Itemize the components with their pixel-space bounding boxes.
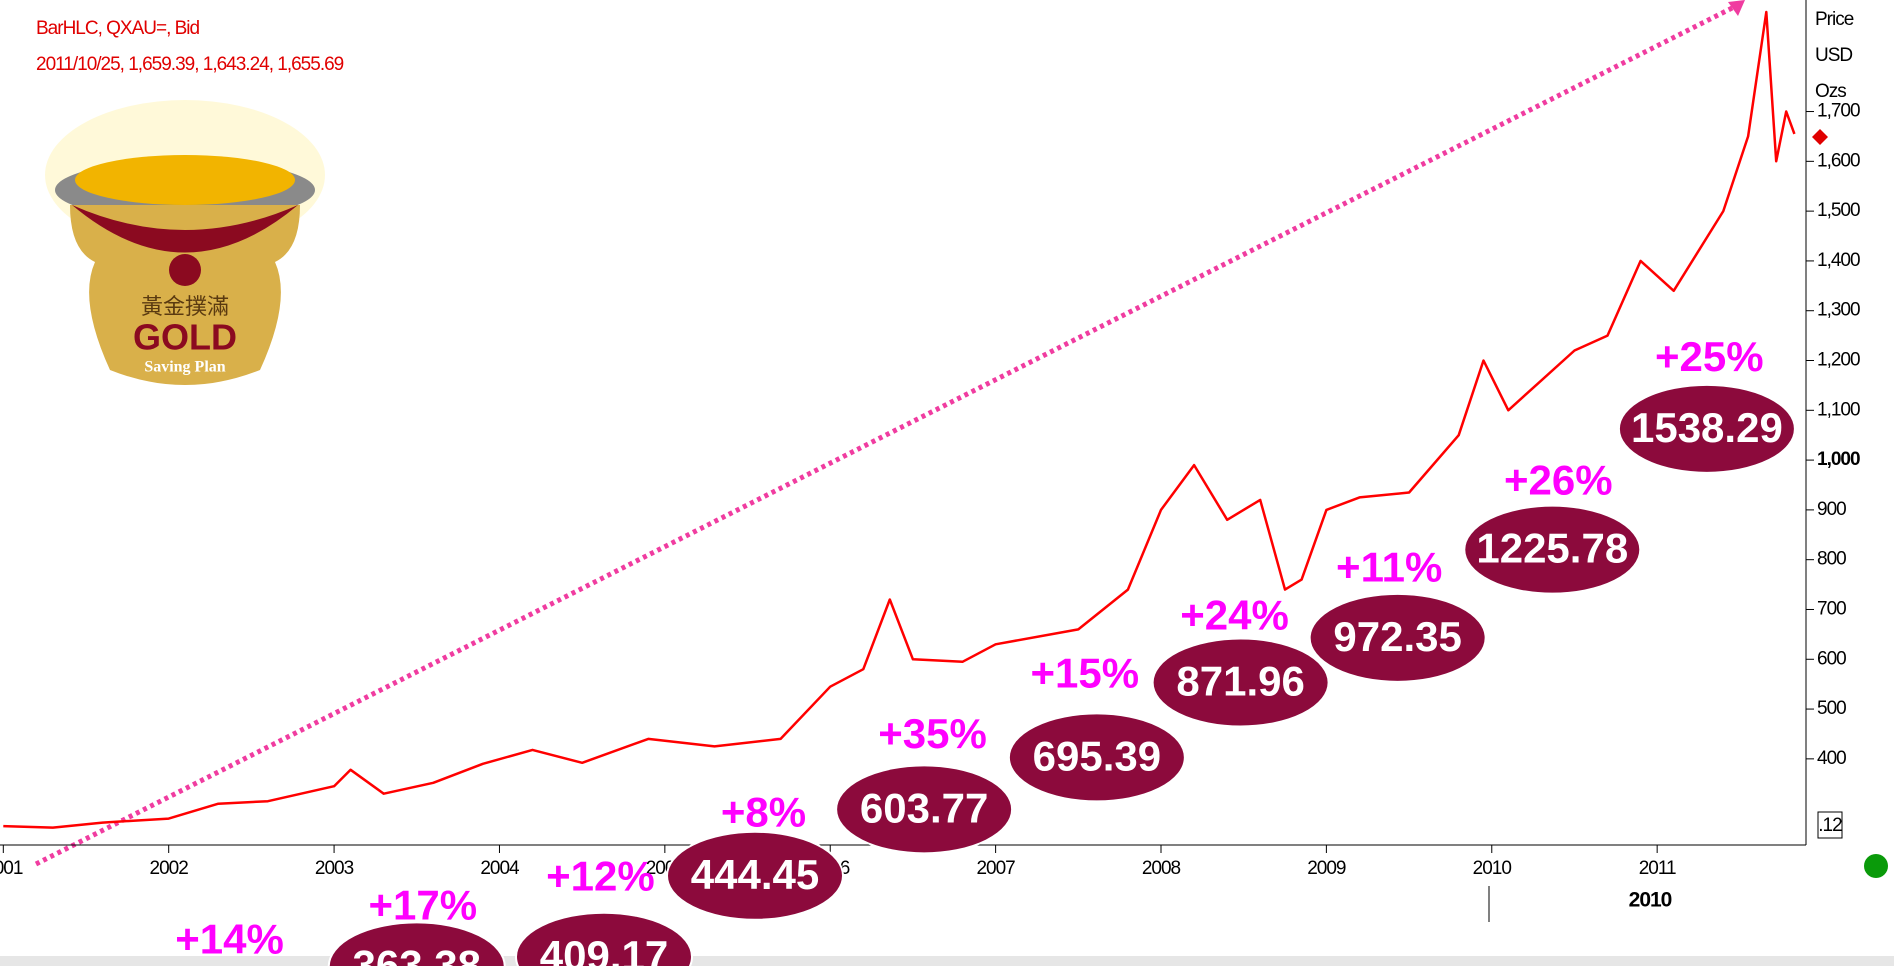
change-label: +11%: [1336, 543, 1442, 590]
subheader: 2011/10/25, 1,659.39, 1,643.24, 1,655.69: [36, 54, 344, 75]
change-label: +35%: [878, 710, 987, 757]
x-tick-label: 2011: [1639, 858, 1676, 879]
change-label: +24%: [1180, 592, 1289, 639]
average-badge: [1151, 637, 1330, 728]
x-tick-label: 2009: [1307, 858, 1346, 879]
average-label: 409.17: [540, 932, 668, 966]
x-tick-label: 2007: [976, 858, 1015, 879]
average-label: 871.96: [1176, 658, 1304, 705]
average-badge: [835, 764, 1014, 855]
change-label: +14%: [175, 915, 284, 962]
y-tick-label: 900: [1817, 499, 1846, 520]
status-dot: [1864, 854, 1888, 878]
average-badge: [1308, 592, 1487, 683]
average-label: 603.77: [860, 784, 988, 831]
gold-badge: 黃金撲滿 GOLD Saving Plan: [45, 100, 325, 385]
bottom-band: [0, 956, 1894, 966]
average-badge: [1617, 383, 1796, 474]
badge-chinese: 黃金撲滿: [141, 294, 229, 319]
average-label: 972.35: [1333, 613, 1461, 660]
change-label: +15%: [1030, 650, 1139, 697]
arrow-head: [1728, 0, 1745, 16]
last-price-marker: [1812, 129, 1828, 145]
average-badge: [327, 921, 506, 966]
change-label: +12%: [546, 853, 655, 900]
y-tick-label: 600: [1817, 648, 1846, 669]
badge-gold: GOLD: [133, 317, 237, 358]
y-tick-label: 500: [1817, 698, 1846, 719]
y-tick-label: 1,400: [1817, 250, 1860, 271]
average-label: 1225.78: [1476, 525, 1628, 572]
y-tick-label: 1,000: [1817, 449, 1860, 470]
y-tick-label: 400: [1817, 748, 1846, 769]
badge-plan: Saving Plan: [144, 359, 225, 376]
y-tick-label: 1,300: [1817, 300, 1860, 321]
axis-label: Price: [1815, 9, 1854, 30]
y-tick-label: 1,500: [1817, 200, 1860, 221]
average-label: 444.45: [691, 851, 819, 898]
change-label: +26%: [1504, 456, 1613, 503]
average-label: 695.39: [1033, 733, 1161, 780]
change-label: +8%: [721, 788, 806, 835]
x-tick-label: 2002: [150, 858, 189, 879]
average-label: 1538.29: [1631, 404, 1783, 451]
x-tick-label: 2004: [480, 858, 520, 879]
x-sublabel: 2010: [1629, 889, 1672, 912]
average-badge: [1007, 712, 1186, 803]
x-tick-label: 2008: [1142, 858, 1181, 879]
y-tick-label: 1,700: [1817, 101, 1860, 122]
price-line: [3, 10, 1796, 829]
x-tick-label: 2003: [315, 858, 354, 879]
y-tick-label: 1,200: [1817, 350, 1860, 371]
average-badge: [515, 911, 693, 966]
average-label: 363.38: [353, 941, 481, 966]
axis-label: USD: [1815, 45, 1852, 66]
average-badge: [666, 830, 844, 921]
y-tick-label: 1,600: [1817, 150, 1860, 171]
y-tick-label: 800: [1817, 549, 1846, 570]
x-tick-label: 2010: [1473, 858, 1512, 879]
y-tick-label: 1,100: [1817, 399, 1860, 420]
average-badge: [1463, 504, 1642, 595]
change-label: +25%: [1655, 333, 1764, 380]
axis-label: Ozs: [1815, 81, 1846, 102]
y-tick-label: 700: [1817, 598, 1846, 619]
change-label: +17%: [369, 882, 478, 929]
axis-box-label: .12: [1818, 815, 1842, 836]
header: BarHLC, QXAU=, Bid: [36, 18, 200, 39]
trend-arrow: [34, 1, 1742, 867]
axis-box: [1817, 811, 1843, 839]
